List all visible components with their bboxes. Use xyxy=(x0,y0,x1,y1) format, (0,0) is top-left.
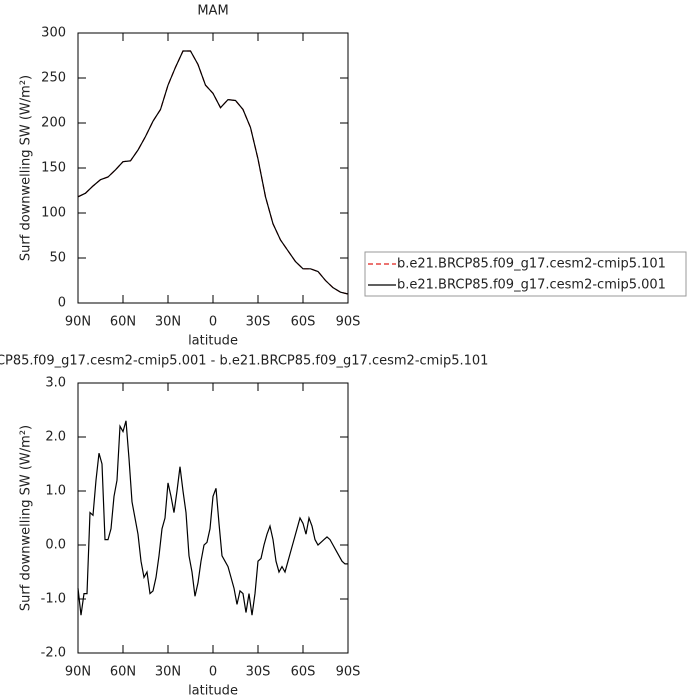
y-tick-label: 300 xyxy=(41,26,66,41)
y-tick-label: 150 xyxy=(41,161,66,176)
x-axis-label: latitude xyxy=(188,684,238,699)
x-tick-label: 30N xyxy=(155,315,181,330)
x-tick-label: 0 xyxy=(209,315,217,330)
y-tick-label: -2.0 xyxy=(41,646,66,661)
legend-label: b.e21.BRCP85.f09_g17.cesm2-cmip5.101 xyxy=(397,257,666,272)
y-tick-label: 2.0 xyxy=(45,430,66,445)
x-tick-label: 30S xyxy=(246,665,271,680)
x-tick-label: 60N xyxy=(110,315,136,330)
chart-title: b.e21.BRCP85.f09_g17.cesm2-cmip5.001 - b… xyxy=(0,354,488,369)
y-tick-label: -1.0 xyxy=(41,592,66,607)
x-tick-label: 60S xyxy=(291,665,316,680)
plot-frame xyxy=(77,382,349,654)
x-tick-label: 60N xyxy=(110,665,136,680)
x-tick-label: 60S xyxy=(291,315,316,330)
x-tick-label: 90S xyxy=(336,665,361,680)
y-tick-label: 50 xyxy=(49,251,66,266)
legend-label: b.e21.BRCP85.f09_g17.cesm2-cmip5.001 xyxy=(397,278,666,293)
y-tick-label: 0 xyxy=(58,296,66,311)
y-tick-label: 0.0 xyxy=(45,538,66,553)
x-tick-label: 0 xyxy=(209,665,217,680)
y-axis-label: Surf downwelling SW (W/m²) xyxy=(19,425,34,611)
x-tick-label: 30S xyxy=(246,315,271,330)
y-tick-label: 1.0 xyxy=(45,484,66,499)
y-axis-label: Surf downwelling SW (W/m²) xyxy=(19,75,34,261)
x-tick-label: 90N xyxy=(65,665,91,680)
legend-box xyxy=(364,251,687,297)
y-tick-label: 250 xyxy=(41,71,66,86)
plot-frame xyxy=(77,32,349,304)
data-line xyxy=(77,50,349,295)
data-line xyxy=(77,420,348,616)
x-tick-label: 90N xyxy=(65,315,91,330)
chart-title: MAM xyxy=(197,4,228,19)
x-tick-label: 30N xyxy=(155,665,181,680)
x-tick-label: 90S xyxy=(336,315,361,330)
data-line xyxy=(77,50,349,295)
y-tick-label: 200 xyxy=(41,116,66,131)
y-tick-label: 3.0 xyxy=(45,376,66,391)
x-axis-label: latitude xyxy=(188,334,238,349)
y-tick-label: 100 xyxy=(41,206,66,221)
